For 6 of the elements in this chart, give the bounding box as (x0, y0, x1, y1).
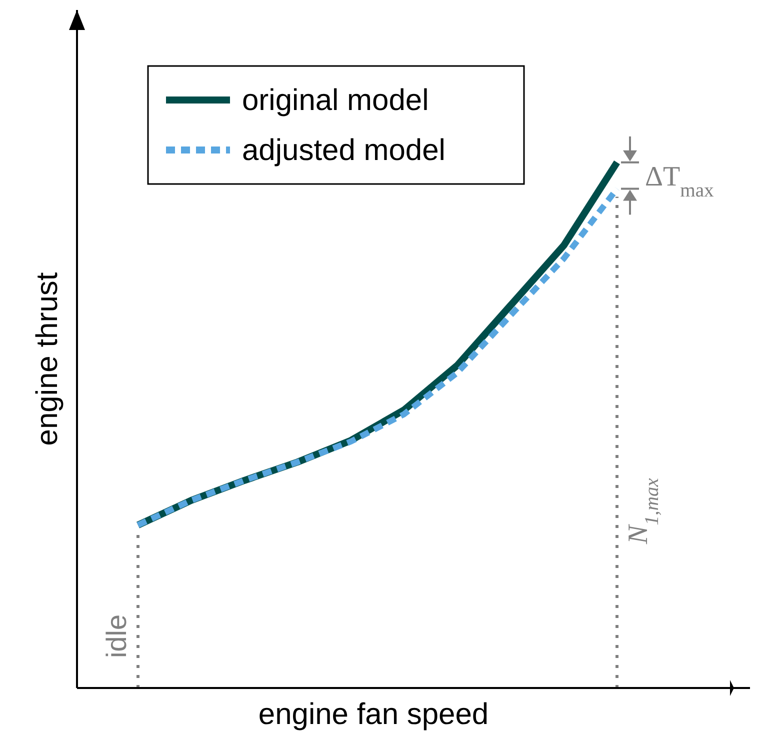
y-axis-title: engine thrust (31, 272, 64, 446)
legend-label: original model (242, 84, 429, 117)
legend-label: adjusted model (242, 134, 446, 167)
text: ΔT$_{max}$ (645, 162, 714, 202)
x-axis-title: engine fan speed (258, 698, 489, 731)
annotation: idle (101, 614, 132, 658)
